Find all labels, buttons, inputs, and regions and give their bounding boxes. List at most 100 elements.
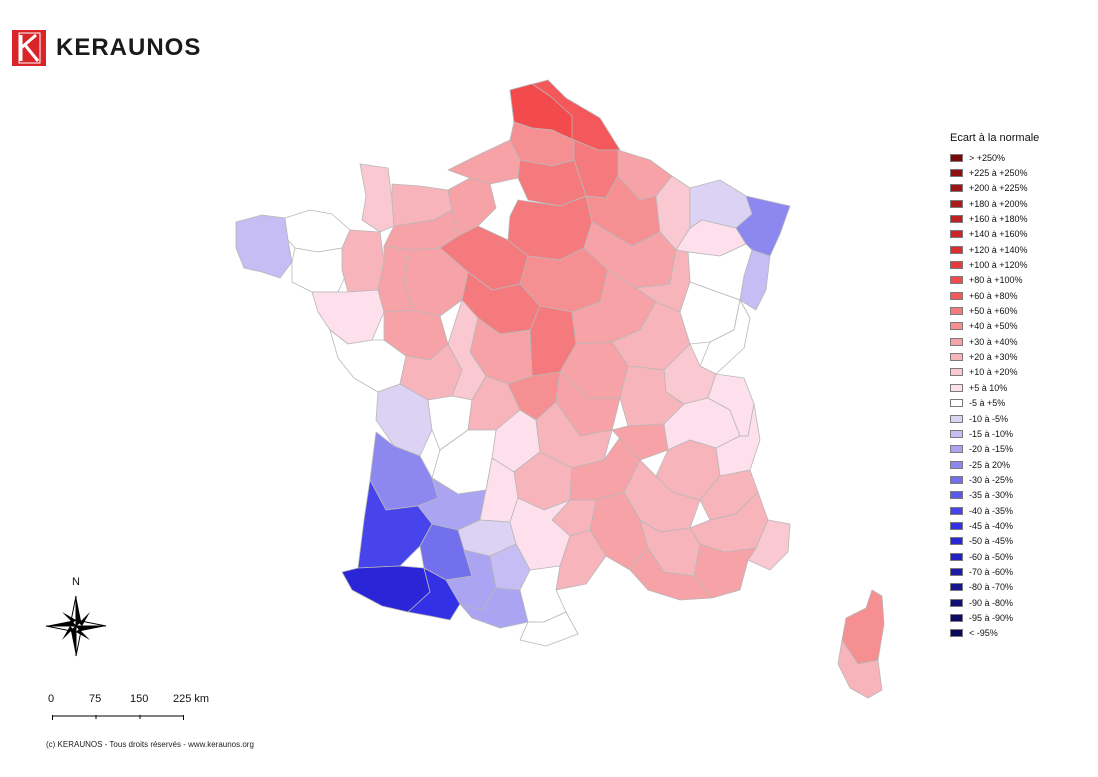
legend-label: > +250% [969,152,1006,163]
legend-swatch [950,567,963,576]
legend-swatch [950,552,963,561]
brand-name: KERAUNOS [56,34,202,61]
legend-swatch [950,261,963,270]
legend-swatch [950,414,963,423]
legend-item: -5 à +5% [950,396,1039,411]
legend-item: +40 à +50% [950,319,1039,334]
legend-swatch [950,322,963,331]
copyright-text: (c) KERAUNOS - Tous droits réservés - ww… [46,740,254,749]
legend-label: -40 à -35% [969,505,1014,516]
legend-item: +160 à +180% [950,211,1039,226]
scale-bar: 0 75 150 225 km [48,693,238,723]
legend-item: > +250% [950,150,1039,165]
region-ille-vilaine [341,229,385,293]
lightning-logo-icon [12,30,46,66]
legend-swatch [950,184,963,193]
region-cotes-armor [284,209,351,253]
legend-list: > +250% +225 à +250% +200 à +225% +180 à +2… [950,150,1039,641]
region-seine-maritime [447,139,521,185]
legend-swatch [950,353,963,362]
region-bouches-rhone [629,547,713,601]
legend-item: -95 à -90% [950,610,1039,625]
legend-swatch [950,598,963,607]
legend-label: +30 à +40% [969,336,1018,347]
region-loire-atlantique [311,289,385,345]
legend-item: +80 à +100% [950,273,1039,288]
region-oise [517,159,587,207]
legend-item: +30 à +40% [950,334,1039,349]
legend-label: -25 à 20% [969,459,1011,470]
compass-star-icon [45,595,107,657]
legend-label: +100 à +120% [969,260,1028,271]
legend-swatch [950,583,963,592]
legend-swatch [950,169,963,178]
scale-tick-75: 75 [89,693,102,705]
scale-line [52,715,184,720]
legend-label: -45 à -40% [969,520,1014,531]
legend-label: +225 à +250% [969,168,1028,179]
legend-swatch [950,307,963,316]
legend-label: +40 à +50% [969,321,1018,332]
legend-item: -50 à -45% [950,534,1039,549]
legend-swatch [950,291,963,300]
legend-swatch [950,475,963,484]
legend-item: -60 à -50% [950,549,1039,564]
scale-tick-150: 150 [130,693,149,705]
legend-label: < -95% [969,628,998,639]
legend-label: +20 à +30% [969,352,1018,363]
legend-item: -30 à -25% [950,472,1039,487]
legend-item: +60 à +80% [950,288,1039,303]
legend-item: -40 à -35% [950,503,1039,518]
legend-label: +50 à +60% [969,306,1018,317]
legend-swatch [950,153,963,162]
region-moselle [689,179,753,229]
legend-label: -60 à -50% [969,551,1014,562]
legend-label: -95 à -90% [969,612,1014,623]
legend-swatch [950,383,963,392]
legend-label: -20 à -15% [969,444,1014,455]
keraunos-logo: KERAUNOS [12,30,201,66]
legend-item: -45 à -40% [950,518,1039,533]
region-charente-maritime [375,383,433,457]
legend-swatch [950,460,963,469]
legend-swatch [950,629,963,638]
legend-label: +80 à +100% [969,275,1023,286]
legend-label: -35 à -30% [969,490,1014,501]
legend-label: -80 à -70% [969,582,1014,593]
legend-item: -80 à -70% [950,580,1039,595]
legend-item: -90 à -80% [950,595,1039,610]
legend-swatch [950,215,963,224]
legend-item: +120 à +140% [950,242,1039,257]
legend-label: -5 à +5% [969,398,1006,409]
legend-item: +180 à +200% [950,196,1039,211]
region-hautes-pyrenees [407,567,461,621]
legend-label: +60 à +80% [969,290,1018,301]
legend-label: -50 à -45% [969,536,1014,547]
legend-label: +10 à +20% [969,367,1018,378]
legend-item: -20 à -15% [950,442,1039,457]
legend-swatch [950,245,963,254]
legend-swatch [950,337,963,346]
legend-item: -10 à -5% [950,411,1039,426]
legend-label: +180 à +200% [969,198,1028,209]
legend-item: +225 à +250% [950,165,1039,180]
legend-label: +120 à +140% [969,244,1028,255]
legend-label: +160 à +180% [969,214,1028,225]
legend-item: -15 à -10% [950,426,1039,441]
legend-swatch [950,368,963,377]
legend: Ecart à la normale > +250% +225 à +250% +2… [950,132,1039,641]
legend-swatch [950,613,963,622]
legend-label: -10 à -5% [969,413,1009,424]
legend-label: +200 à +225% [969,183,1028,194]
scale-tick-0: 0 [48,693,55,705]
legend-swatch [950,399,963,408]
scale-tick-225: 225 km [173,693,210,705]
legend-item: +10 à +20% [950,365,1039,380]
legend-swatch [950,199,963,208]
region-corse-du-sud [837,639,883,699]
legend-label: +5 à 10% [969,382,1008,393]
legend-title: Ecart à la normale [950,132,1040,144]
region-morbihan [291,247,349,293]
legend-swatch [950,506,963,515]
